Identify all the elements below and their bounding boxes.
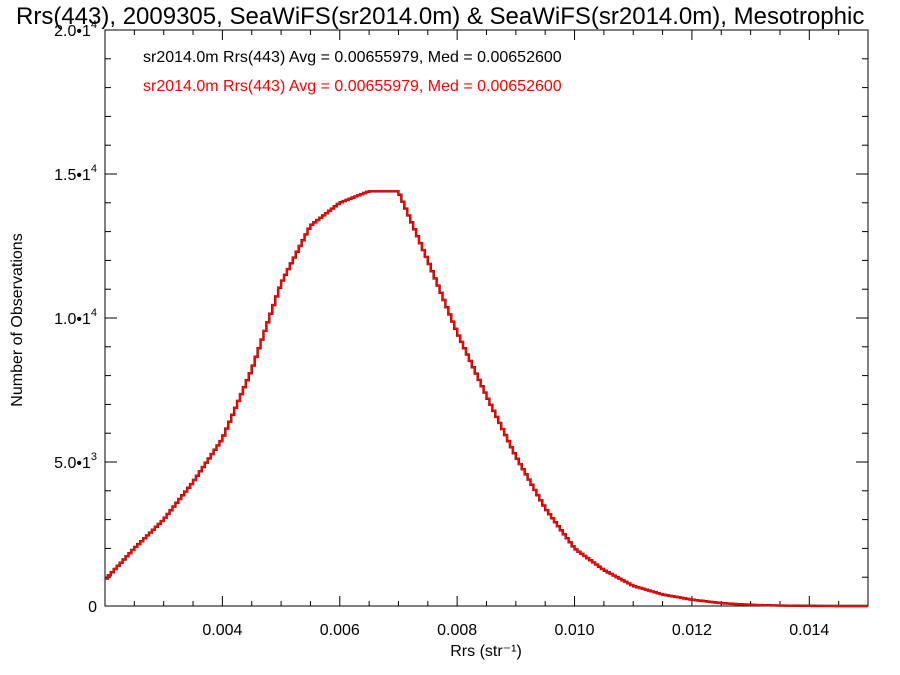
y-axis-ticks: 0 5.0•13 1.0•14 1.5•14 2.0•14 (54, 19, 868, 616)
y-axis-title: Number of Observations (9, 233, 26, 406)
y-tick-label: 2.0•14 (54, 19, 97, 40)
x-tick-label: 0.004 (202, 622, 242, 639)
x-axis-title: Rrs (str⁻¹) (450, 643, 522, 660)
x-tick-label: 0.010 (555, 622, 595, 639)
legend-entry-black: sr2014.0m Rrs(443) Avg = 0.00655979, Med… (143, 49, 562, 66)
x-tick-label: 0.014 (789, 622, 829, 639)
series-1-step-line (105, 190, 868, 607)
y-tick-label: 1.0•14 (54, 307, 97, 328)
x-tick-label: 0.006 (320, 622, 360, 639)
plot-frame (104, 29, 869, 607)
x-tick-label: 0.008 (437, 622, 477, 639)
legend-entry-red: sr2014.0m Rrs(443) Avg = 0.00655979, Med… (143, 78, 562, 95)
y-tick-label: 1.5•14 (54, 163, 97, 184)
chart-title: Rrs(443), 2009305, SeaWiFS(sr2014.0m) & … (16, 3, 864, 30)
y-tick-label: 0 (88, 599, 97, 616)
x-tick-label: 0.012 (672, 622, 712, 639)
series-group (105, 190, 868, 608)
y-tick-label: 5.0•13 (54, 451, 97, 472)
x-axis-ticks: 0.004 0.006 0.008 0.010 0.012 0.014 (133, 30, 840, 639)
